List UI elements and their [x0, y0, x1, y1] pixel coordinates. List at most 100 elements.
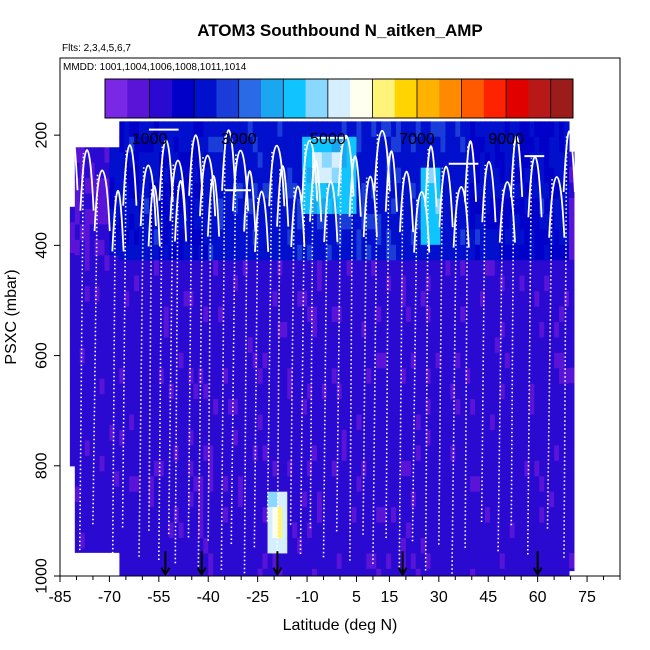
heatmap-cell	[559, 352, 565, 369]
heatmap-cell	[139, 414, 145, 431]
heatmap-cell	[435, 383, 442, 400]
heatmap-cell	[534, 460, 540, 477]
heatmap-cell	[504, 460, 511, 477]
heatmap-cell	[321, 291, 328, 308]
heatmap-cell	[534, 260, 540, 277]
heatmap-cell	[104, 425, 111, 442]
heatmap-cell	[341, 337, 348, 354]
flight-profile-arch	[199, 154, 217, 217]
heatmap-cell	[188, 291, 195, 308]
heatmap-cell	[193, 291, 199, 308]
heatmap-cell	[331, 460, 338, 477]
heatmap-cell	[480, 383, 486, 400]
heatmap-cell	[549, 136, 555, 153]
heatmap-cell	[564, 260, 570, 277]
colorbar-tick-label: 7000	[399, 131, 435, 148]
heatmap-cell	[534, 321, 540, 338]
heatmap-cell	[84, 378, 91, 395]
heatmap-cell	[415, 352, 422, 369]
colorbar-segment	[439, 79, 463, 118]
heatmap-cell	[213, 275, 219, 292]
heatmap-cell	[519, 568, 526, 576]
heatmap-cell	[312, 183, 318, 200]
heatmap-cell	[312, 167, 318, 184]
heatmap-cell	[559, 476, 565, 493]
heatmap-cell	[465, 275, 471, 292]
heatmap-cell	[529, 568, 535, 576]
heatmap-cell	[153, 368, 160, 385]
heatmap-cell	[163, 152, 170, 169]
heatmap-cell	[139, 399, 145, 416]
heatmap-cell	[400, 306, 407, 323]
heatmap-cell	[272, 121, 279, 138]
x-tick-label: -55	[147, 589, 170, 606]
heatmap-cell	[257, 414, 264, 431]
heatmap-cell	[564, 352, 570, 369]
heatmap-cell	[544, 198, 550, 215]
heatmap-cell	[129, 183, 135, 200]
heatmap-cell	[539, 198, 545, 215]
heatmap-cell	[400, 507, 407, 524]
heatmap-cell	[153, 229, 160, 246]
heatmap-cell	[148, 429, 155, 446]
heatmap-cell	[297, 507, 303, 524]
heatmap-cell	[554, 491, 560, 508]
heatmap-cell	[144, 229, 150, 246]
heatmap-cell	[484, 352, 491, 369]
heatmap-cell	[415, 399, 422, 416]
heatmap-cell	[316, 152, 323, 169]
heatmap-cell	[420, 213, 427, 230]
heatmap-cell	[247, 368, 254, 385]
heatmap-cell	[494, 460, 501, 477]
heatmap-cell	[94, 224, 101, 241]
heatmap-cell	[405, 321, 412, 338]
heatmap-cell	[124, 522, 130, 539]
heatmap-cell	[415, 414, 422, 431]
heatmap-cell	[470, 244, 476, 261]
heatmap-cell	[188, 183, 195, 200]
heatmap-cell	[465, 121, 471, 138]
heatmap-cell	[435, 306, 442, 323]
heatmap-cell	[549, 198, 555, 215]
heatmap-cell	[499, 229, 506, 246]
heatmap-cell	[326, 167, 333, 184]
heatmap-cell	[366, 368, 372, 385]
heatmap-cell	[292, 368, 298, 385]
heatmap-cell	[509, 399, 516, 416]
heatmap-cell	[405, 414, 412, 431]
heatmap-cell	[331, 183, 338, 200]
heatmap-cell	[114, 440, 120, 457]
heatmap-cell	[188, 429, 195, 446]
heatmap-cell	[316, 460, 323, 477]
heatmap-cell	[257, 383, 264, 400]
heatmap-cell	[213, 260, 219, 277]
heatmap-cell	[356, 352, 363, 369]
heatmap-cell	[435, 337, 442, 354]
heatmap-cell	[312, 399, 318, 416]
flight-profile-arch	[309, 160, 323, 222]
heatmap-cell	[134, 198, 140, 215]
heatmap-cell	[326, 460, 333, 477]
heatmap-cell	[178, 522, 185, 539]
heatmap-cell	[376, 213, 382, 230]
heatmap-cell	[435, 476, 442, 493]
heatmap-cell	[84, 317, 91, 334]
heatmap-cell	[336, 121, 343, 138]
heatmap-cell	[79, 440, 86, 457]
heatmap-cell	[129, 460, 135, 477]
heatmap-cell	[257, 213, 264, 230]
heatmap-cell	[119, 352, 125, 369]
heatmap-cell	[247, 568, 254, 576]
heatmap-cell	[109, 502, 115, 519]
heatmap-cell	[292, 414, 298, 431]
heatmap-cell	[504, 167, 511, 184]
heatmap-cell	[450, 306, 456, 323]
heatmap-cell	[519, 553, 526, 570]
heatmap-cell	[460, 337, 466, 354]
heatmap-cell	[504, 522, 511, 539]
heatmap-cell	[391, 321, 397, 338]
heatmap-cell	[549, 414, 555, 431]
heatmap-cell	[351, 244, 358, 261]
heatmap-cell	[124, 399, 130, 416]
